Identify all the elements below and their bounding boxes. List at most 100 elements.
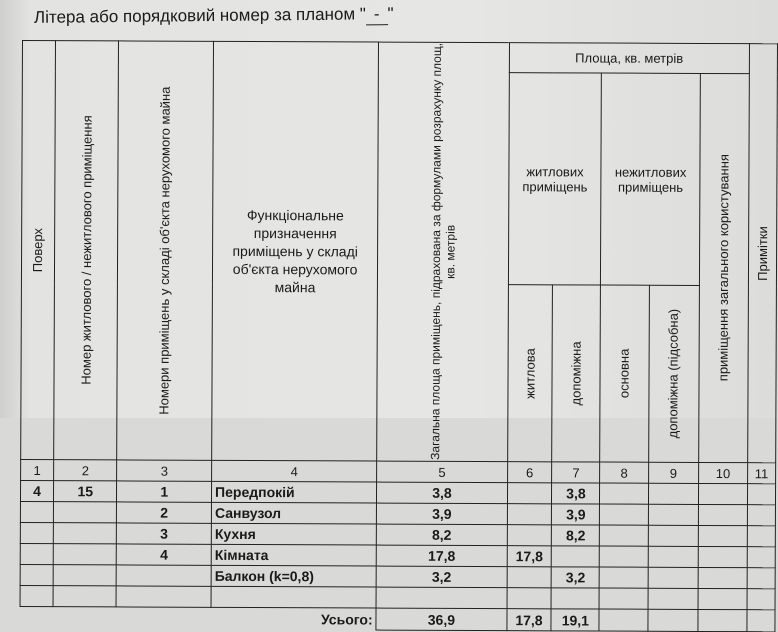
- table-cell: [648, 567, 698, 588]
- totals-row: Усього: 36,9 17,8 19,1: [20, 606, 775, 631]
- total-cell: [747, 610, 775, 632]
- table-cell: [507, 525, 552, 546]
- table-cell: [20, 543, 53, 564]
- header-notes: Примітки: [747, 44, 777, 463]
- column-number: 6: [507, 462, 552, 483]
- table-cell: [698, 567, 747, 588]
- table-cell: [53, 544, 116, 565]
- column-number: 8: [600, 462, 648, 483]
- column-number: 1: [21, 459, 54, 480]
- header-common: приміщення загального користування: [699, 73, 750, 462]
- column-number: 3: [117, 460, 212, 481]
- table-cell: [600, 504, 648, 525]
- document-title: Літера або порядковий номер за планом "-…: [34, 4, 394, 29]
- room-name-cell: Балкон (k=0,8): [211, 565, 376, 587]
- table-cell: [20, 501, 53, 522]
- table-cell: [648, 525, 698, 546]
- header-unit-number: Номер житлового / нежитлового приміщення: [54, 41, 119, 460]
- table-cell: [507, 588, 552, 609]
- table-cell: [53, 523, 116, 544]
- table-cell: [599, 588, 647, 609]
- total-cell: [648, 609, 698, 631]
- table-cell: [552, 546, 600, 567]
- table-cell: [747, 526, 775, 547]
- table-cell: [54, 502, 117, 523]
- column-number: 10: [698, 462, 747, 483]
- table-cell: [117, 586, 212, 607]
- table-cell: [747, 568, 775, 589]
- rooms-table: Поверх Номер житлового / нежитлового при…: [19, 40, 778, 632]
- table-cell: 3: [117, 523, 212, 544]
- table-cell: 3,2: [376, 566, 507, 588]
- table-cell: [747, 589, 775, 610]
- table-cell: [698, 525, 747, 546]
- table-cell: 8,2: [552, 525, 600, 546]
- header-area: Площа, кв. метрів: [509, 43, 749, 74]
- header-room-numbers: Номери приміщень у складі об'єкта нерухо…: [117, 41, 213, 460]
- table-cell: 3,8: [552, 483, 600, 504]
- table-cell: [551, 588, 599, 609]
- table-cell: [600, 483, 648, 504]
- table-cell: [20, 585, 53, 606]
- table-cell: [698, 504, 747, 525]
- table-cell: [698, 588, 747, 609]
- table-cell: 17,8: [376, 545, 507, 567]
- table-cell: [507, 483, 552, 504]
- table-cell: [507, 567, 552, 588]
- table-cell: 17,8: [507, 546, 552, 567]
- table-cell: 8,2: [376, 524, 507, 546]
- header-auxiliary: допоміжна: [552, 285, 601, 462]
- table-cell: 4: [20, 480, 53, 501]
- column-number: 5: [377, 461, 508, 483]
- column-number: 2: [54, 460, 117, 481]
- table-cell: [747, 484, 775, 505]
- column-number: 9: [648, 462, 698, 483]
- table-cell: [117, 565, 212, 586]
- total-cell: [698, 609, 747, 631]
- header-nonresidential: нежитлових приміщень: [601, 73, 700, 286]
- header-residential: житлових приміщень: [508, 73, 602, 286]
- column-number: 11: [747, 463, 775, 484]
- table-cell: [53, 586, 116, 607]
- room-name-cell: Кімната: [211, 544, 376, 566]
- table-cell: [376, 587, 507, 609]
- table-cell: [600, 567, 648, 588]
- table-cell: [20, 522, 53, 543]
- total-cell: [599, 609, 647, 631]
- table-cell: 4: [117, 544, 212, 565]
- table-cell: [648, 546, 698, 567]
- total-cell: 17,8: [507, 609, 552, 631]
- table-cell: [698, 546, 747, 567]
- table-cell: [698, 483, 747, 504]
- table-cell: 3,9: [552, 504, 600, 525]
- room-name-cell: [211, 586, 376, 608]
- table-cell: 15: [54, 481, 117, 502]
- room-name-cell: Передпокій: [212, 481, 377, 503]
- table-cell: [507, 504, 552, 525]
- table-cell: [600, 546, 648, 567]
- table-cell: [747, 547, 775, 568]
- total-cell: 19,1: [551, 609, 599, 631]
- room-name-cell: Санвузол: [211, 502, 376, 524]
- column-number: 7: [552, 462, 600, 483]
- header-auxiliary-utility: допоміжна (підсобна): [648, 285, 699, 462]
- table-cell: [648, 588, 698, 609]
- table-cell: 3,9: [377, 503, 508, 525]
- document-page: Літера або порядковий номер за планом "-…: [0, 0, 778, 418]
- table-cell: [648, 483, 698, 504]
- table-cell: 2: [117, 502, 212, 523]
- room-name-cell: Кухня: [211, 523, 376, 545]
- table-cell: [600, 525, 648, 546]
- table-cell: [53, 565, 116, 586]
- header-total-area: Загальна площа приміщень, підрахована за…: [377, 42, 509, 462]
- table-cell: [747, 505, 775, 526]
- table-cell: [648, 504, 698, 525]
- totals-label: Усього:: [20, 606, 376, 630]
- header-living: житлова: [507, 285, 552, 462]
- table-cell: 1: [117, 481, 212, 502]
- table-cell: [20, 564, 53, 585]
- header-main: основна: [600, 285, 649, 462]
- header-floor: Поверх: [21, 41, 56, 460]
- letter-value: -: [366, 4, 388, 25]
- table-cell: 3,8: [377, 482, 508, 504]
